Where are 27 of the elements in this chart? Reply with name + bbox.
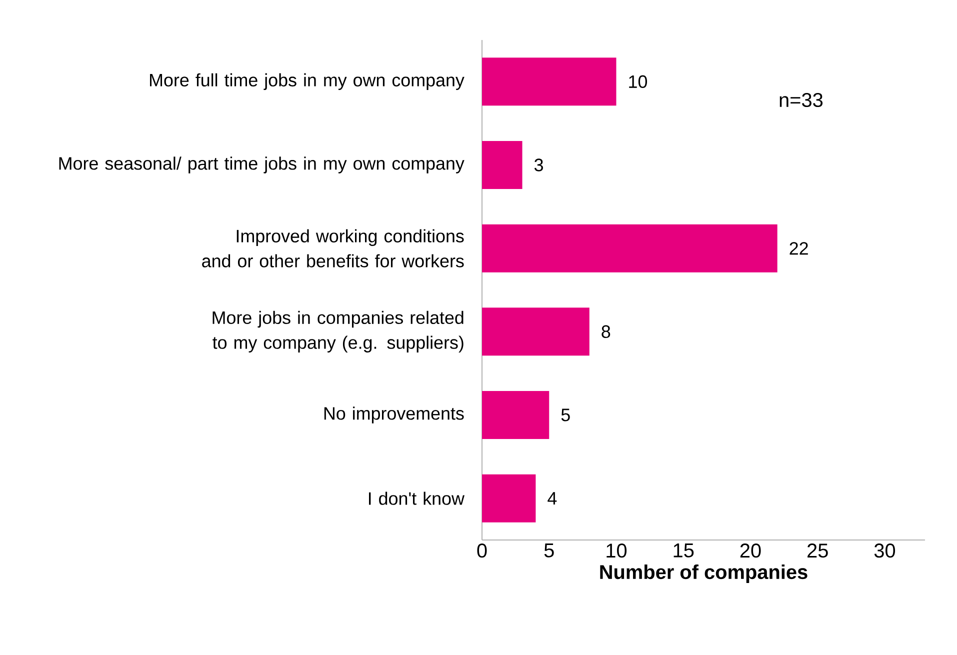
x-tick-label: 20	[740, 544, 761, 558]
x-tick-label: 0	[477, 544, 487, 558]
bar	[482, 141, 522, 189]
x-tick-label: 10	[606, 544, 627, 558]
bar	[482, 391, 550, 440]
data-label: 4	[548, 492, 557, 505]
data-label: 3	[534, 158, 543, 172]
annotation: n=33	[780, 92, 823, 108]
data-label: 22	[790, 242, 808, 255]
data-label: 8	[602, 325, 610, 338]
data-label: 10	[629, 75, 648, 88]
bar	[482, 474, 536, 522]
y-tick-label: More full time jobs in my own company	[150, 73, 464, 90]
y-tick-label: No improvements	[324, 406, 464, 424]
x-tick-label: 15	[674, 544, 694, 558]
x-tick-label: 30	[874, 544, 896, 558]
bar	[482, 58, 616, 106]
x-tick-label: 25	[808, 544, 828, 558]
y-tick-label: More seasonal/ part time jobs in my own company	[59, 156, 464, 174]
bar	[482, 224, 778, 272]
y-tick-label: Improved working conditions and or other benefits for workers	[202, 229, 464, 268]
data-label: 5	[561, 408, 570, 422]
bar	[482, 308, 590, 356]
x-axis-title: Number of companies	[600, 564, 808, 584]
y-tick-label: I don't know	[369, 492, 465, 505]
x-tick-label: 5	[544, 544, 554, 558]
y-tick-label: More jobs in companies related to my company (e.g. suppliers)	[212, 310, 464, 352]
